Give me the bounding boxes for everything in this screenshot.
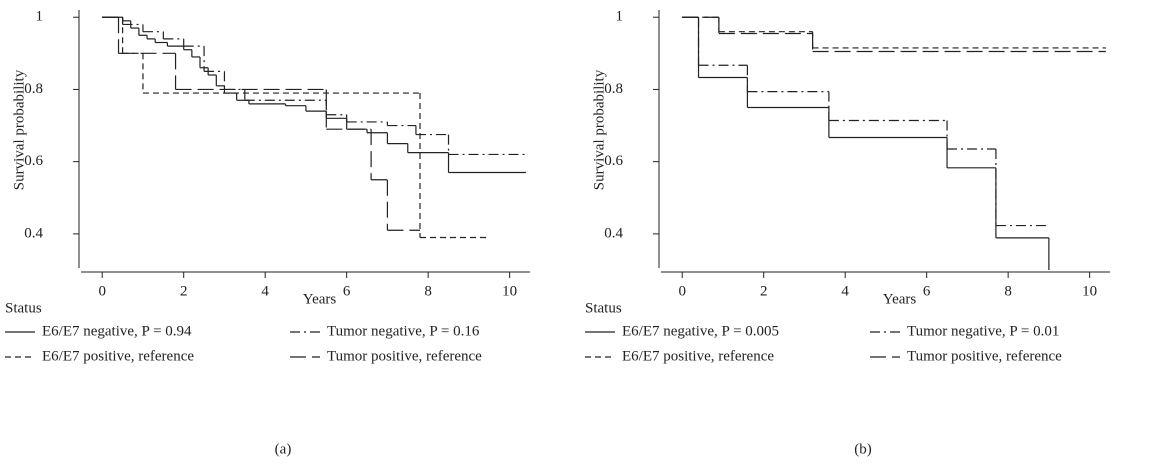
caption: (b) [854,441,872,457]
caption: (a) [275,441,292,457]
plot [102,16,526,239]
legend-label: E6/E7 negative, P = 0.005 [622,323,779,339]
legend-title: Status [585,300,622,316]
y-tick-label: 0.6 [24,153,43,169]
legend-label: Tumor negative, P = 0.01 [907,323,1059,339]
legend-label: E6/E7 negative, P = 0.94 [42,323,192,339]
x-tick-label: 4 [261,283,269,299]
x-tick-label: 6 [343,283,351,299]
y-tick-label: 1 [616,9,624,25]
legend-label: Tumor negative, P = 0.16 [327,323,480,339]
legend-title: Status [5,300,42,316]
x-tick-label: 6 [923,283,931,299]
y-tick-label: 0.6 [604,153,623,169]
y-tick-label: 1 [36,9,44,25]
y-tick-label: 0.8 [604,81,623,97]
legend-label: Tumor positive, reference [327,348,482,364]
x-tick-label: 2 [180,283,188,299]
x-tick-label: 8 [1004,283,1012,299]
x-tick-label: 10 [1082,283,1097,299]
x-tick-label: 0 [98,283,106,299]
y-tick-label: 0.4 [604,225,623,241]
x-axis-label: Years [883,291,917,307]
y-tick-label: 0.8 [24,81,43,97]
y-axis-label: Survival probability [11,69,27,190]
legend-label: Tumor positive, reference [907,348,1062,364]
x-tick-label: 4 [841,283,849,299]
legend-label: E6/E7 positive, reference [622,348,774,364]
x-tick-label: 0 [678,283,686,299]
x-axis-label: Years [303,291,337,307]
y-tick-label: 0.4 [24,225,43,241]
y-axis-label: Survival probability [591,69,607,190]
x-tick-label: 8 [424,283,432,299]
plot [682,16,1106,270]
x-tick-label: 2 [760,283,768,299]
x-tick-label: 10 [502,283,517,299]
legend-label: E6/E7 positive, reference [42,348,194,364]
